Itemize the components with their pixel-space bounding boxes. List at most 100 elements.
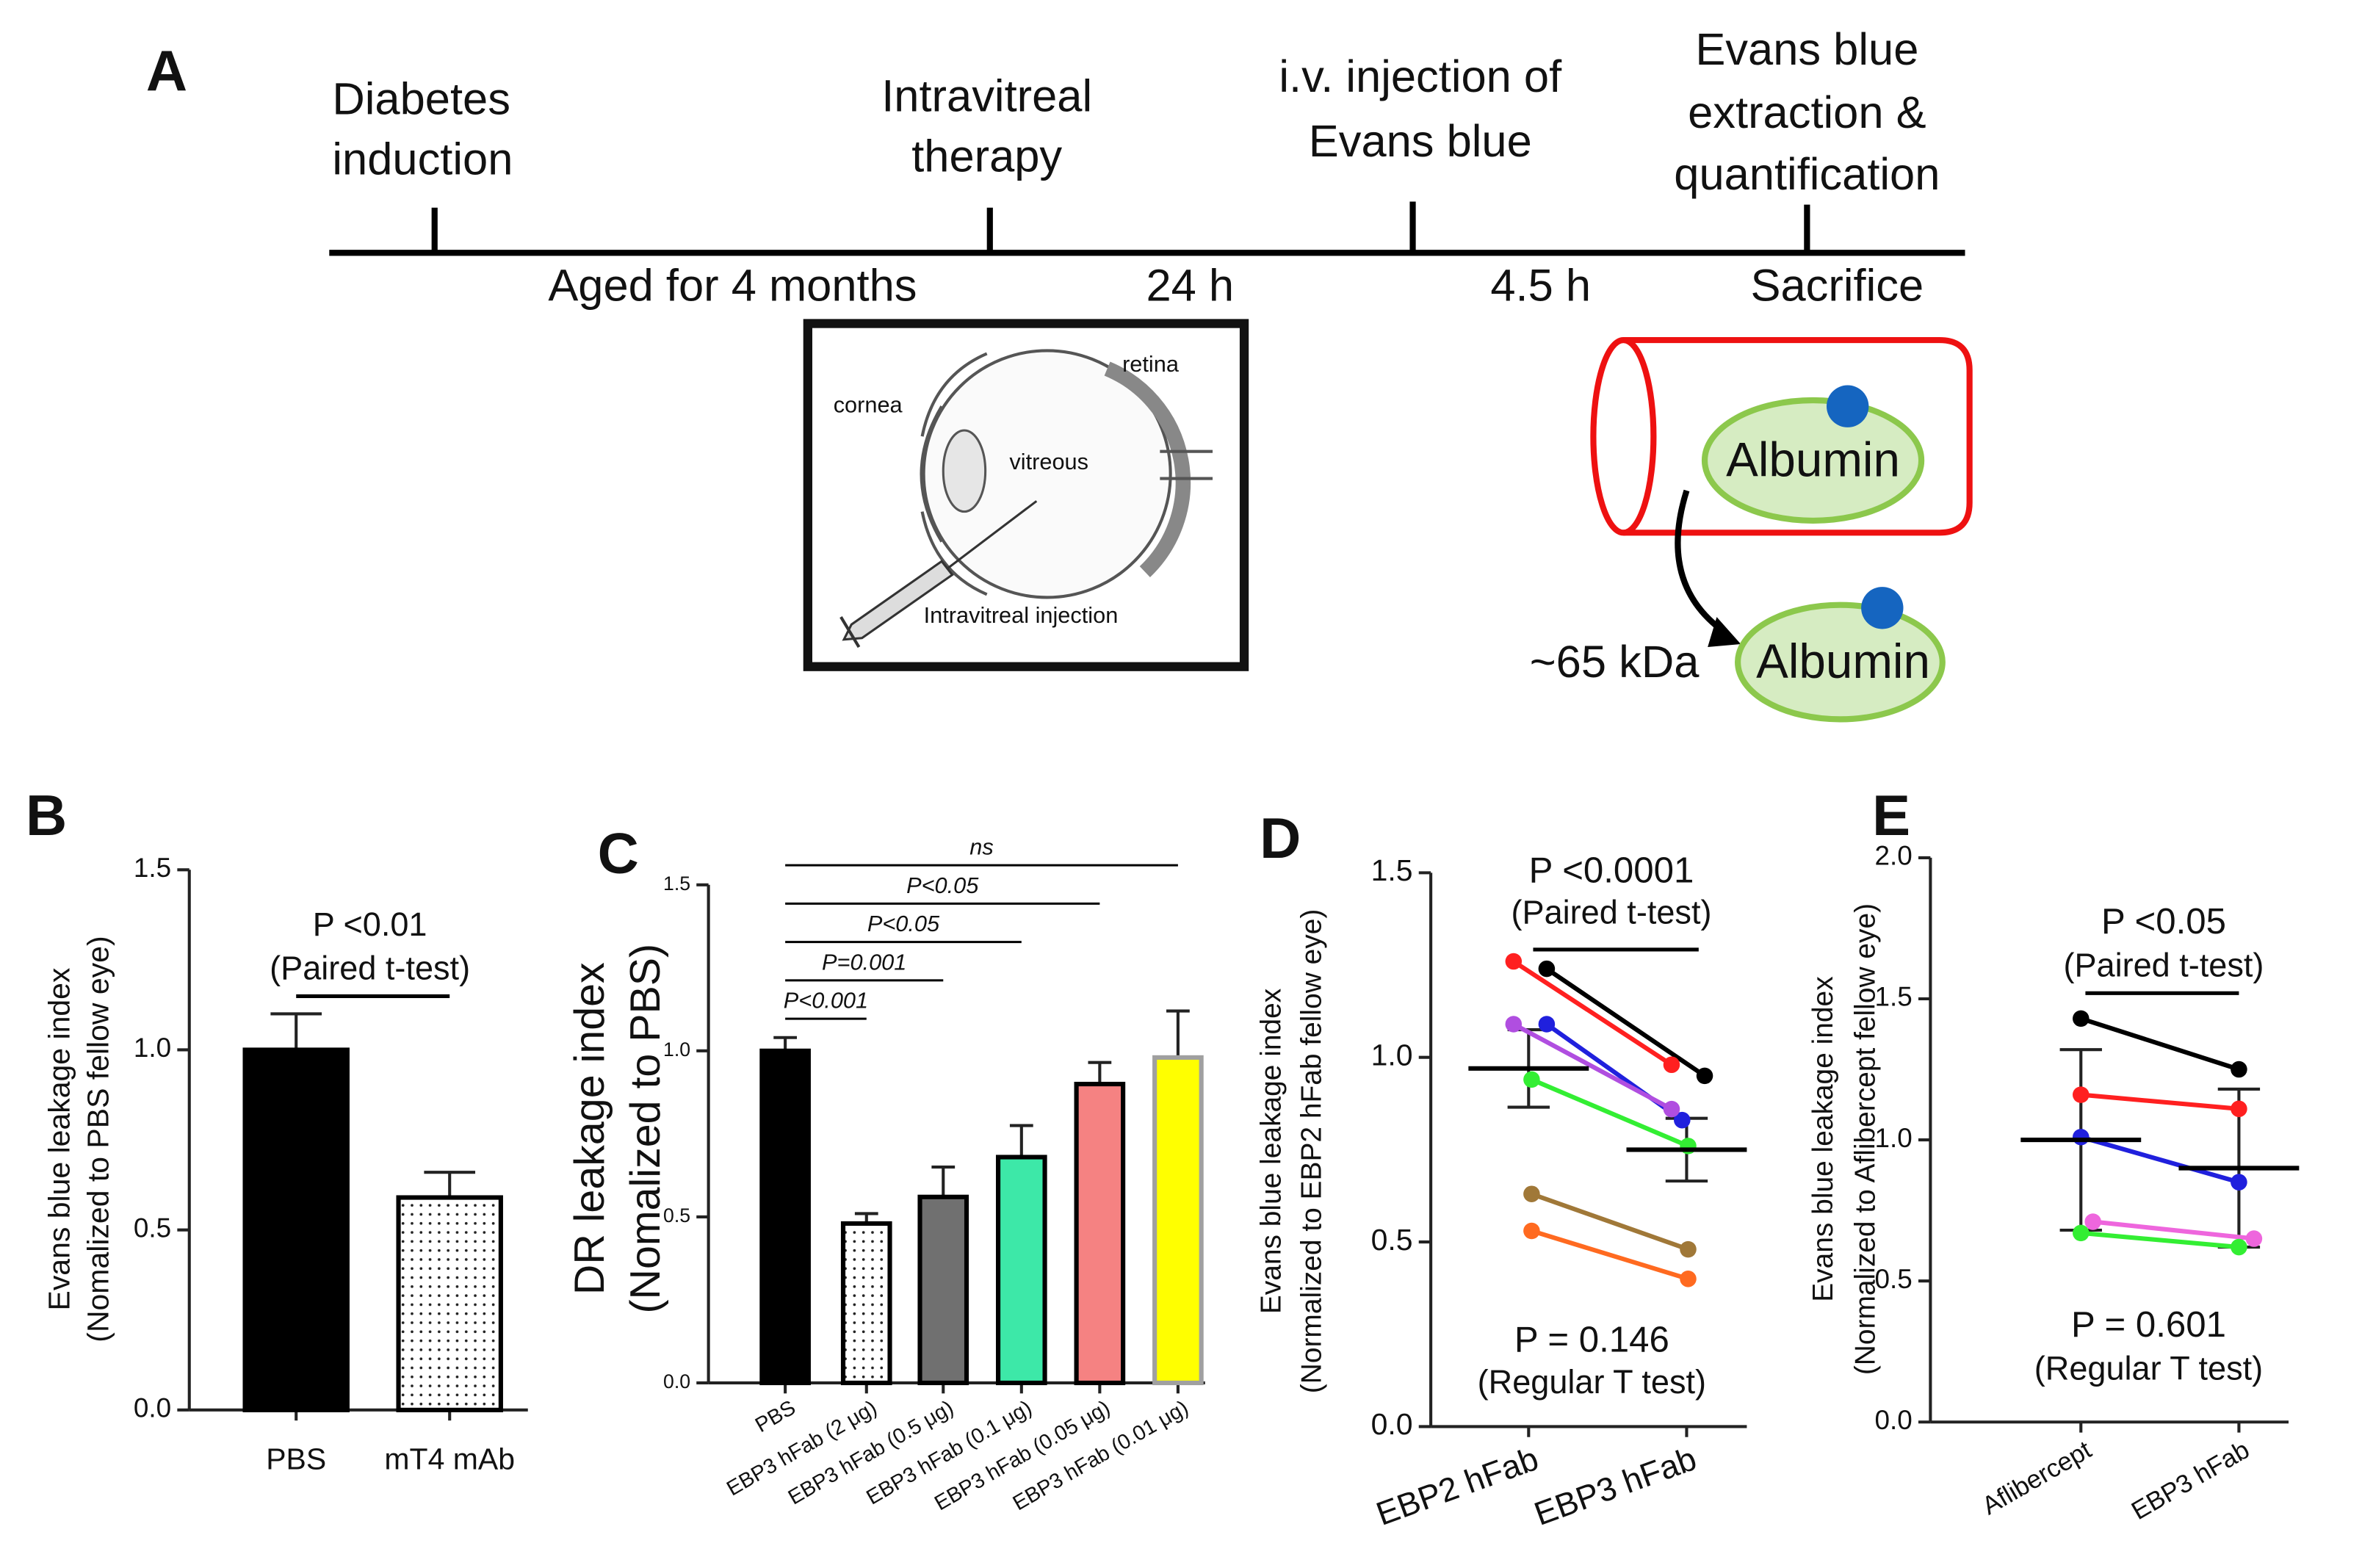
paired-line [1512,1022,1673,1111]
data-point [2072,1010,2090,1027]
y-tick-label: 0.0 [1371,1407,1413,1441]
step-text: i.v. injection of [1279,51,1562,102]
y-tick-label: 1.5 [663,872,690,895]
panel-label: D [1260,807,1301,870]
y-axis-label: Evans blue leakage index [1807,976,1839,1302]
paired-line [1531,1077,1689,1149]
data-point [1680,1240,1697,1258]
annotation: (Paired t-test) [1512,894,1712,931]
arrow-head [1708,617,1741,648]
data-point [1663,1100,1680,1118]
x-tick-label: Aflibercept [1977,1435,2096,1520]
comparison-label: P<0.05 [906,872,979,898]
eye-label: Intravitreal injection [924,602,1119,628]
panel-label: C [598,822,639,885]
y-axis-label: (Normalized to Aflibercept fellow eye) [1850,903,1882,1375]
data-point [1680,1271,1697,1287]
comparison-label: ns [969,834,993,860]
bar [1074,1081,1126,1386]
step-text: Intravitreal [881,71,1092,121]
panel-label: B [26,784,67,848]
data-point [1523,1071,1540,1088]
bar [840,1221,892,1386]
x-tick-label: EBP2 hFab [1371,1439,1543,1533]
step-text: induction [332,134,513,185]
paired-line [1531,1229,1689,1282]
data-point [1674,1111,1691,1129]
y-axis-label: (Normalized to EBP2 hFab fellow eye) [1296,909,1328,1394]
y-axis-label: Evans blue leakage index [1255,988,1287,1314]
annotation: (Paired t-test) [270,949,470,986]
y-tick-label: 1.5 [1875,982,1913,1012]
data-point [1538,1016,1556,1033]
panel-label: E [1872,784,1910,848]
eye-label: retina [1122,351,1180,377]
bar [917,1194,969,1386]
step-text: quantification [1674,149,1940,200]
bar [396,1195,503,1412]
annotation: (Regular T test) [1478,1363,1706,1401]
y-tick-label: 0.5 [134,1213,171,1243]
data-point [2231,1238,2247,1256]
data-point [1505,953,1523,970]
annotation: P = 0.601 [2071,1304,2226,1345]
annotation: (Paired t-test) [2063,946,2264,983]
paired-line [1531,1191,1689,1252]
interval-text: Aged for 4 months [548,261,917,311]
y-axis-label: (Nomalized to PBS fellow eye) [82,936,115,1342]
paired-line [2080,1092,2239,1111]
data-point [1696,1067,1713,1085]
step-text: Evans blue [1309,116,1532,167]
y-tick-label: 2.0 [1875,841,1913,871]
interval-text: 4.5 h [1490,261,1591,311]
data-point [2231,1100,2247,1118]
x-tick-label: mT4 mAb [384,1442,515,1475]
data-point [2231,1174,2247,1191]
x-tick-label: PBS [266,1442,326,1475]
albumin-label: Albumin [1756,635,1930,688]
y-tick-label: 0.0 [663,1370,690,1392]
arrow [1675,489,1731,638]
annotation: P <0.05 [2101,901,2226,942]
y-tick-label: 1.0 [663,1038,690,1061]
y-tick-label: 0.0 [1875,1405,1913,1435]
data-point [2072,1086,2090,1103]
y-axis-label: (Nomalized to PBS) [622,944,669,1314]
albumin-shape [1735,601,1946,723]
step-text: therapy [911,131,1062,181]
albumin-label: Albumin [1726,433,1900,486]
panel-a: A Diabetes induction Intravitreal therap… [146,24,1973,723]
dye-dot [1861,587,1904,629]
step-text: extraction & [1688,87,1926,138]
annotation: P <0.0001 [1529,850,1694,890]
interval-text: Sacrifice [1751,261,1924,311]
y-axis-label: DR leakage index [566,962,613,1295]
y-axis-label: Evans blue leakage index [42,967,76,1310]
y-tick-label: 0.0 [134,1393,171,1423]
panel-label: A [146,40,187,103]
bar [1152,1055,1204,1386]
bar [759,1048,811,1386]
x-tick-label: EBP3 hFab [1529,1439,1701,1533]
paired-line [1512,959,1673,1067]
paired-line [2080,1230,2239,1250]
vessel [1590,336,1973,536]
y-tick-label: 0.5 [1371,1223,1413,1257]
data-point [1523,1185,1540,1202]
data-point [2072,1224,2090,1242]
x-tick-label: PBS [751,1396,800,1437]
comparison-label: P<0.05 [867,911,940,936]
annotation: (Regular T test) [2034,1349,2263,1387]
y-tick-label: 0.5 [1875,1264,1913,1294]
paired-line [1545,967,1706,1078]
data-point [1663,1056,1680,1074]
bar [242,1047,350,1412]
data-point [2084,1213,2101,1230]
step-text: Diabetes [332,74,510,125]
data-point [1523,1222,1540,1240]
annotation: P <0.01 [313,906,427,943]
data-point [1505,1016,1523,1033]
step-text: Evans blue [1695,24,1918,75]
eye-label: cornea [834,391,903,417]
